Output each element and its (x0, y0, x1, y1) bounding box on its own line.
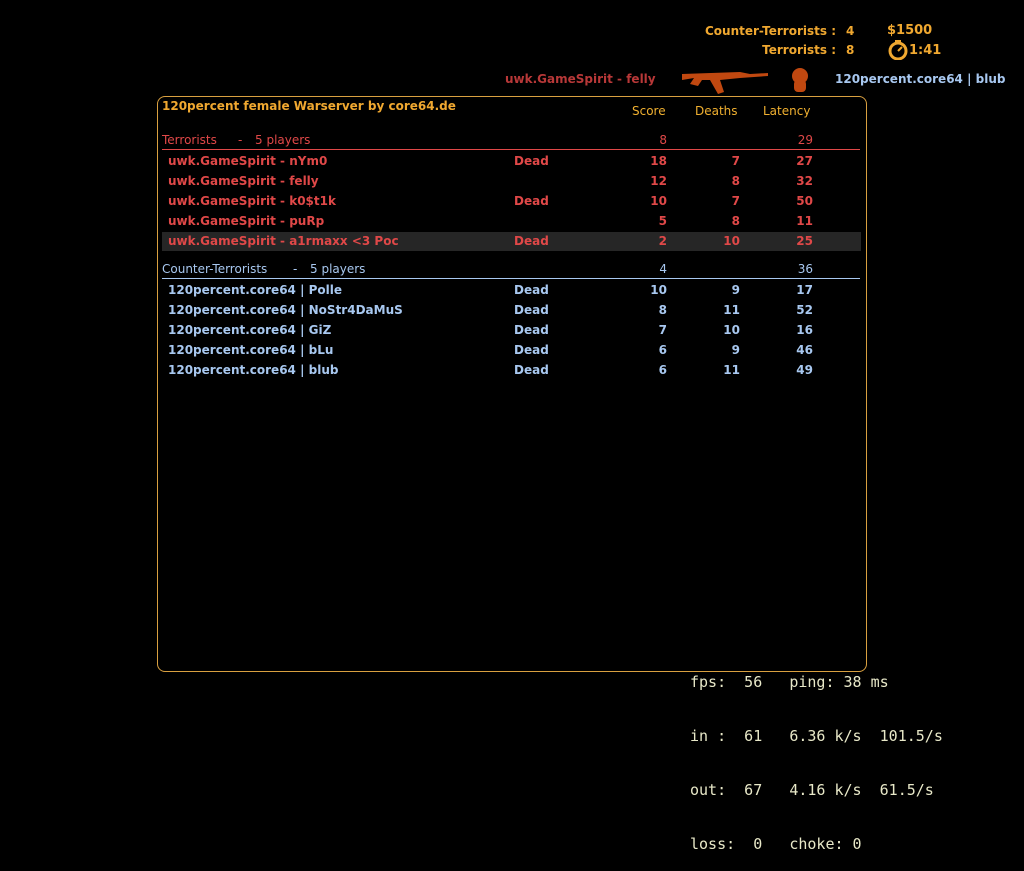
player-latency: 32 (796, 174, 813, 188)
team-score: 8 (659, 133, 667, 147)
player-latency: 17 (796, 283, 813, 297)
netgraph-line: loss: 0 choke: 0 (690, 835, 862, 853)
stopwatch-icon (887, 40, 909, 64)
player-name: uwk.GameSpirit - k0$t1k (168, 194, 336, 208)
player-status: Dead (514, 283, 549, 297)
team-sep: - (293, 262, 298, 276)
round-timer: 1:41 (909, 43, 942, 58)
netgraph-line: out: 67 4.16 k/s 61.5/s (690, 781, 934, 799)
player-latency: 46 (796, 343, 813, 357)
player-latency: 50 (796, 194, 813, 208)
player-deaths: 7 (731, 154, 740, 168)
player-name: uwk.GameSpirit - nYm0 (168, 154, 328, 168)
player-name: 120percent.core64 | GiZ (168, 323, 332, 337)
column-header-latency: Latency (763, 104, 811, 118)
player-score: 6 (658, 343, 667, 357)
player-score: 5 (658, 214, 667, 228)
player-deaths: 11 (723, 363, 740, 377)
killfeed-victim: 120percent.core64 | blub (835, 72, 1006, 86)
player-score: 10 (650, 194, 667, 208)
team-name: Counter-Terrorists (162, 262, 268, 276)
player-score: 6 (658, 363, 667, 377)
player-deaths: 9 (731, 343, 740, 357)
player-deaths: 8 (731, 214, 740, 228)
headshot-icon (790, 66, 810, 98)
t-score-label: Terrorists : (762, 43, 836, 57)
player-row: uwk.GameSpirit - a1rmaxx <3 Poc Dead 2 10 25 (162, 232, 861, 251)
player-status: Dead (514, 363, 549, 377)
team-player-count: 5 players (255, 133, 311, 147)
player-row: uwk.GameSpirit - nYm0 Dead 18 7 27 (162, 152, 861, 171)
player-row: uwk.GameSpirit - k0$t1k Dead 10 7 50 (162, 192, 861, 211)
player-status: Dead (514, 343, 549, 357)
player-row: 120percent.core64 | blub Dead 6 11 49 (162, 361, 861, 380)
player-status: Dead (514, 194, 549, 208)
player-name: uwk.GameSpirit - a1rmaxx <3 Poc (168, 234, 399, 248)
t-score: 8 (846, 43, 855, 57)
team-sep: - (238, 133, 243, 147)
player-deaths: 10 (723, 323, 740, 337)
player-name: 120percent.core64 | Polle (168, 283, 343, 297)
ct-score: 4 (846, 24, 855, 38)
player-score: 7 (658, 323, 667, 337)
player-deaths: 10 (723, 234, 740, 248)
player-latency: 52 (796, 303, 813, 317)
player-row: uwk.GameSpirit - puRp 5 8 11 (162, 212, 861, 231)
player-latency: 25 (796, 234, 813, 248)
player-status: Dead (514, 323, 549, 337)
team-score: 4 (659, 262, 667, 276)
player-row: 120percent.core64 | NoStr4DaMuS Dead 8 11 52 (162, 301, 861, 320)
player-score: 10 (650, 283, 667, 297)
player-latency: 11 (796, 214, 813, 228)
player-score: 8 (658, 303, 667, 317)
money: $1500 (887, 23, 933, 38)
player-row: 120percent.core64 | bLu Dead 6 9 46 (162, 341, 861, 360)
player-status: Dead (514, 234, 549, 248)
ak47-icon (680, 68, 770, 100)
player-score: 12 (650, 174, 667, 188)
team-latency: 36 (797, 262, 813, 276)
player-deaths: 8 (731, 174, 740, 188)
netgraph: fps: 56 ping: 38 ms in : 61 6.36 k/s 101… (690, 637, 943, 871)
scoreboard-panel (157, 96, 867, 672)
player-name: 120percent.core64 | blub (168, 363, 339, 377)
player-name: uwk.GameSpirit - felly (168, 174, 319, 188)
team-name: Terrorists (162, 133, 217, 147)
player-latency: 16 (796, 323, 813, 337)
player-latency: 27 (796, 154, 813, 168)
player-row: uwk.GameSpirit - felly 12 8 32 (162, 172, 861, 191)
player-row: 120percent.core64 | Polle Dead 10 9 17 (162, 281, 861, 300)
netgraph-line: fps: 56 ping: 38 ms (690, 673, 889, 691)
player-latency: 49 (796, 363, 813, 377)
killfeed-killer: uwk.GameSpirit - felly (505, 72, 656, 86)
player-deaths: 11 (723, 303, 740, 317)
player-deaths: 7 (731, 194, 740, 208)
player-score: 2 (658, 234, 667, 248)
player-name: uwk.GameSpirit - puRp (168, 214, 325, 228)
player-deaths: 9 (731, 283, 740, 297)
player-status: Dead (514, 154, 549, 168)
column-header-score: Score (632, 104, 666, 118)
player-score: 18 (650, 154, 667, 168)
column-header-deaths: Deaths (695, 104, 738, 118)
divider (162, 278, 860, 279)
server-title: 120percent female Warserver by core64.de (162, 99, 456, 113)
divider (162, 149, 860, 150)
ct-score-label: Counter-Terrorists : (705, 24, 836, 38)
player-row: 120percent.core64 | GiZ Dead 7 10 16 (162, 321, 861, 340)
player-status: Dead (514, 303, 549, 317)
player-name: 120percent.core64 | bLu (168, 343, 334, 357)
team-latency: 29 (797, 133, 813, 147)
player-name: 120percent.core64 | NoStr4DaMuS (168, 303, 403, 317)
netgraph-line: in : 61 6.36 k/s 101.5/s (690, 727, 943, 745)
team-player-count: 5 players (310, 262, 366, 276)
